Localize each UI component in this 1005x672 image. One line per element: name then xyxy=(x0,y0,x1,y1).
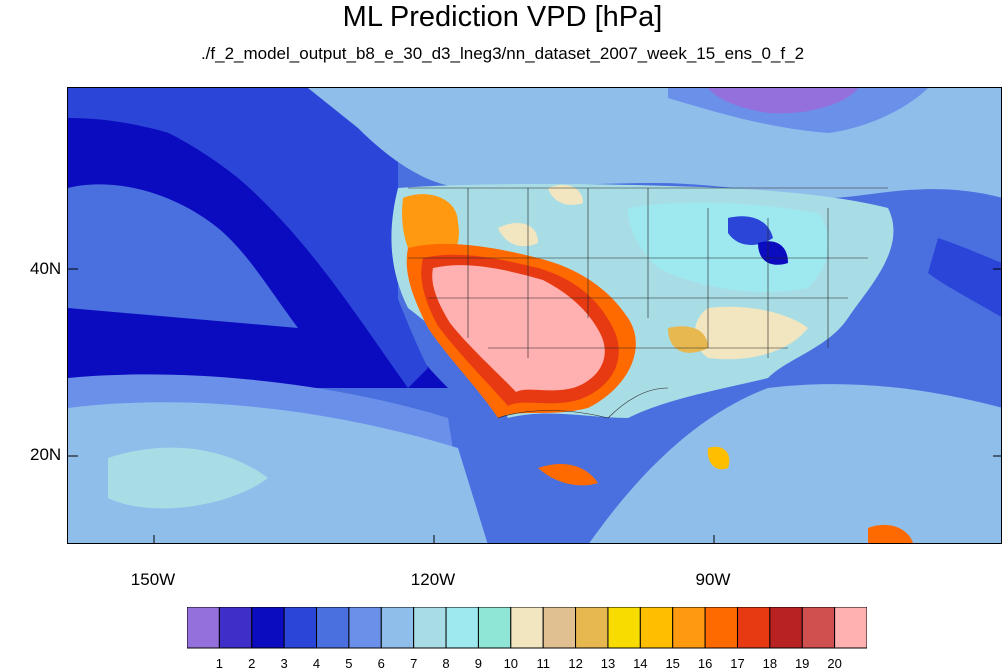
midwest-patch xyxy=(628,202,829,292)
alberta-patch xyxy=(548,184,583,205)
colorbar-swatch-20 xyxy=(834,607,867,649)
colorbar-label-14: 14 xyxy=(633,656,648,671)
colorbar-label-15: 15 xyxy=(665,656,680,671)
map-plot-area xyxy=(67,87,1002,544)
colorbar-swatch-10 xyxy=(510,607,544,649)
map-title: ML Prediction VPD [hPa] xyxy=(342,1,663,33)
colorbar-label-16: 16 xyxy=(697,656,713,671)
state-borders xyxy=(408,187,888,419)
colorbar-label-19: 19 xyxy=(794,656,810,671)
colorbar-label-17: 17 xyxy=(730,656,745,671)
colorbar-label-10: 10 xyxy=(503,656,519,671)
colorbar-swatch-15 xyxy=(672,607,706,649)
colorbar-label-4: 4 xyxy=(312,656,321,671)
colorbar-label-1: 1 xyxy=(215,656,223,671)
lon-label-90w: 90W xyxy=(695,570,731,589)
yucatan-patch xyxy=(707,446,730,470)
colorbar xyxy=(187,607,867,649)
hudson-lowest-patch xyxy=(708,88,858,114)
south-america-edge-patch xyxy=(868,524,913,543)
colorbar-label-12: 12 xyxy=(568,656,583,671)
colorbar-swatch-19 xyxy=(801,607,836,649)
lon-label-150w: 150W xyxy=(130,570,176,589)
lat-label-20n: 20N xyxy=(30,445,62,464)
graticule-ticks xyxy=(68,268,1001,543)
colorbar-swatch-11 xyxy=(542,607,577,649)
north-pacific-patch xyxy=(68,184,298,328)
colorbar-swatch-8 xyxy=(445,607,479,649)
colorbar-swatch-2 xyxy=(251,607,285,649)
southeast-moderate-patch xyxy=(694,306,808,360)
colorbar-swatch-9 xyxy=(477,607,512,649)
vpd-field-map xyxy=(68,88,1001,543)
colorbar-swatch-3 xyxy=(283,607,318,649)
gulf-caribbean-region xyxy=(589,384,1001,543)
mexico-south-patch xyxy=(538,463,598,486)
colorbar-swatch-16 xyxy=(704,607,738,649)
colorbar-label-6: 6 xyxy=(377,656,385,671)
colorbar-label-11: 11 xyxy=(536,656,550,671)
atlantic-low-patch xyxy=(928,238,1001,317)
southwest-extreme-core xyxy=(432,265,605,392)
lake-michigan xyxy=(758,241,788,265)
colorbar-label-3: 3 xyxy=(280,656,288,671)
colorbar-swatch-4 xyxy=(316,607,350,649)
colorbar-swatch-12 xyxy=(575,607,609,649)
hawaii-region-patch xyxy=(108,447,268,509)
colorbar-label-18: 18 xyxy=(762,656,778,671)
colorbar-label-9: 9 xyxy=(474,656,482,671)
colorbar-swatch-17 xyxy=(736,607,771,649)
colorbar-swatch-0 xyxy=(187,607,220,649)
colorbar-label-8: 8 xyxy=(442,656,450,671)
gulf-coast-patch xyxy=(668,326,708,353)
colorbar-label-2: 2 xyxy=(248,656,256,671)
lake-superior xyxy=(728,216,773,245)
colorbar-swatch-6 xyxy=(380,607,415,649)
pacific-low-vpd-zone xyxy=(68,118,448,388)
lat-label-40n: 40N xyxy=(30,259,62,278)
colorbar-label-13: 13 xyxy=(600,656,616,671)
colorbar-label-5: 5 xyxy=(345,656,353,671)
colorbar-swatch-1 xyxy=(218,607,253,649)
colorbar-swatch-14 xyxy=(639,607,674,649)
colorbar-swatch-7 xyxy=(413,607,447,649)
colorbar-label-20: 20 xyxy=(827,656,842,671)
colorbar-swatch-5 xyxy=(348,607,382,649)
lon-label-120w: 120W xyxy=(410,570,456,589)
colorbar-swatch-13 xyxy=(607,607,641,649)
colorbar-swatch-18 xyxy=(769,607,803,649)
map-subtitle: ./f_2_model_output_b8_e_30_d3_lneg3/nn_d… xyxy=(200,44,805,63)
pacific-coastal-band xyxy=(68,88,428,388)
colorbar-label-7: 7 xyxy=(410,656,418,671)
